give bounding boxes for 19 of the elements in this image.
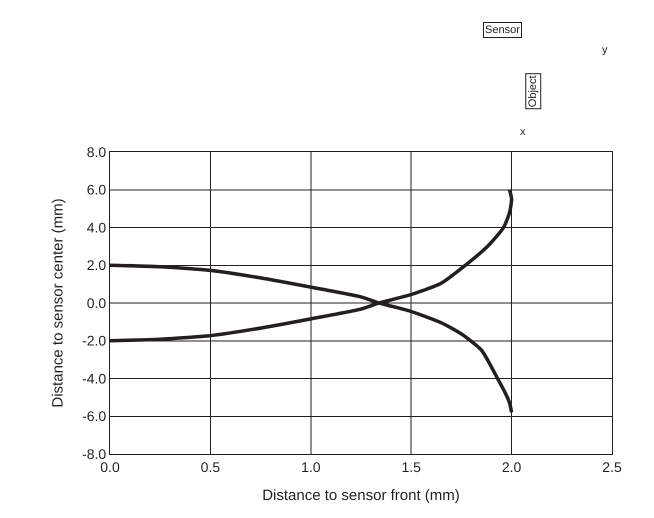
y-tick-label: -6.0 <box>82 408 106 424</box>
y-tick-label: 0.0 <box>86 294 106 311</box>
x-tick-label: 2.5 <box>602 458 622 475</box>
text: x <box>520 126 526 138</box>
y-tick-label: -2.0 <box>82 332 106 349</box>
y-tick-label: -4.0 <box>82 370 106 386</box>
x-tick-label: 1.5 <box>401 458 422 475</box>
y-tick-label: 8.0 <box>86 144 106 160</box>
y-tick-label: 4.0 <box>86 219 106 236</box>
x-tick-label: 1.0 <box>301 458 321 475</box>
x-tick-label: 2.0 <box>502 458 522 475</box>
y-tick-label: 6.0 <box>86 182 106 198</box>
y-axis-title: Distance to sensor center (mm) <box>49 198 66 408</box>
x-axis-title: Distance to sensor front (mm) <box>262 486 460 504</box>
text: y <box>602 44 608 56</box>
text: Object <box>527 75 540 108</box>
text: Sensor <box>485 24 520 36</box>
x-tick-label: 0.5 <box>200 458 220 475</box>
y-tick-label: 2.0 <box>86 257 106 274</box>
